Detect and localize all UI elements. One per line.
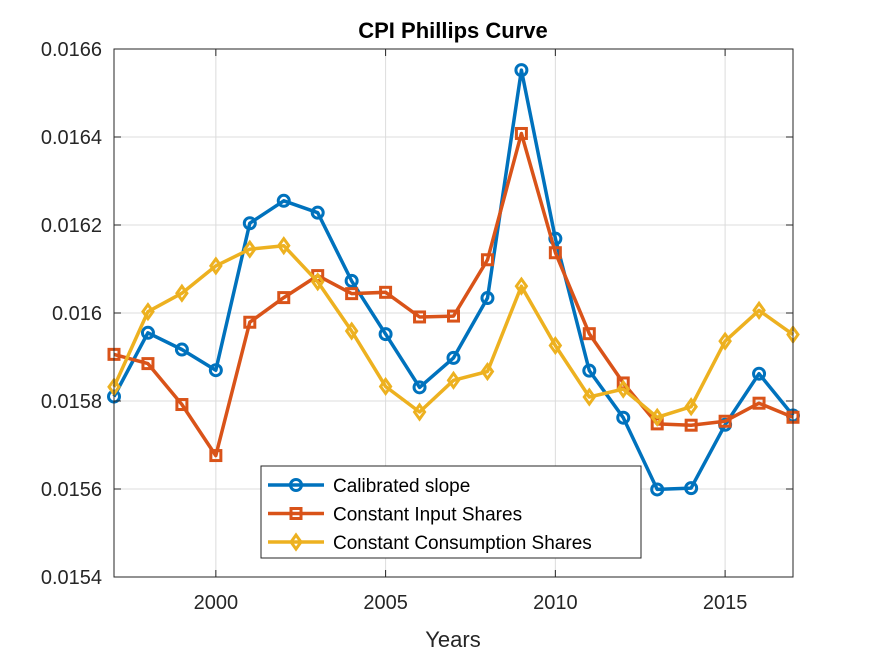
data-point: [582, 387, 597, 407]
chart-title: CPI Phillips Curve: [358, 18, 548, 43]
data-point: [582, 327, 596, 341]
data-point: [412, 402, 427, 422]
data-point: [650, 482, 665, 497]
data-point: [276, 193, 291, 208]
data-point: [616, 410, 631, 425]
x-axis-label: Years: [425, 627, 480, 652]
data-point: [413, 310, 427, 324]
y-tick-label: 0.016: [52, 303, 102, 325]
data-point: [141, 357, 155, 371]
legend-label: Calibrated slope: [333, 476, 470, 497]
legend-label: Constant Consumption Shares: [333, 533, 592, 554]
data-point: [378, 376, 393, 397]
legend-marker: [289, 507, 303, 520]
x-tick-label: 2010: [533, 592, 578, 614]
data-point: [174, 342, 189, 357]
data-point: [446, 370, 461, 390]
legend-marker: [289, 478, 303, 492]
data-point: [718, 414, 732, 428]
data-point: [209, 449, 223, 463]
data-point: [548, 246, 562, 260]
y-tick-label: 0.0154: [41, 567, 102, 589]
x-tick-label: 2005: [363, 592, 408, 614]
data-point: [175, 398, 189, 412]
data-point: [344, 273, 359, 288]
data-point: [141, 302, 155, 322]
x-tick-label: 2000: [194, 592, 239, 614]
y-tick-label: 0.0166: [41, 39, 102, 61]
series-diamond: [107, 236, 800, 427]
data-point: [242, 239, 257, 259]
data-point: [480, 253, 494, 267]
data-point: [277, 291, 291, 305]
data-point: [718, 331, 732, 351]
legend-label: Constant Input Shares: [333, 505, 522, 526]
legend: Calibrated slope Constant Input Shares Con…: [260, 465, 642, 559]
data-point: [378, 327, 393, 342]
legend-entry: Constant Consumption Shares: [268, 532, 592, 554]
y-tick-label: 0.0162: [41, 215, 102, 237]
data-point: [446, 350, 461, 365]
data-point: [344, 321, 359, 341]
legend-box: [260, 465, 642, 559]
data-point: [514, 63, 529, 78]
data-point: [684, 418, 698, 432]
data-point: [752, 366, 767, 381]
data-point: [310, 272, 325, 292]
y-tick-label: 0.0156: [41, 479, 102, 501]
data-point: [616, 379, 631, 399]
series-line: [112, 68, 795, 492]
legend-entry: Calibrated slope: [268, 476, 470, 497]
data-point: [752, 396, 766, 410]
data-point: [548, 335, 563, 356]
data-point: [242, 216, 257, 231]
data-point: [209, 256, 223, 276]
data-point: [514, 276, 529, 296]
tick-layer: 2000 2005 2010 2015 0.0154 0.0156 0.0158 0.016 0…: [41, 39, 793, 614]
data-point: [684, 481, 699, 496]
series-line: [113, 131, 794, 458]
data-point: [480, 361, 495, 382]
series-line: [112, 243, 795, 420]
data-point: [684, 397, 698, 417]
data-point: [208, 363, 223, 378]
data-point: [480, 291, 495, 306]
data-point: [379, 285, 393, 299]
data-point: [412, 380, 427, 395]
y-tick-label: 0.0158: [41, 391, 102, 413]
data-point: [276, 236, 291, 256]
data-point: [140, 325, 155, 340]
data-point: [582, 363, 597, 378]
y-tick-label: 0.0164: [41, 127, 102, 149]
data-point: [447, 309, 460, 323]
data-point: [345, 287, 359, 301]
x-tick-label: 2015: [703, 592, 748, 614]
data-point: [752, 300, 766, 320]
data-point: [650, 407, 665, 427]
data-point: [243, 315, 257, 329]
data-point: [514, 126, 528, 140]
legend-entry: Constant Input Shares: [268, 505, 522, 526]
legend-marker: [289, 532, 303, 552]
data-point: [175, 283, 189, 303]
data-point: [310, 205, 325, 220]
